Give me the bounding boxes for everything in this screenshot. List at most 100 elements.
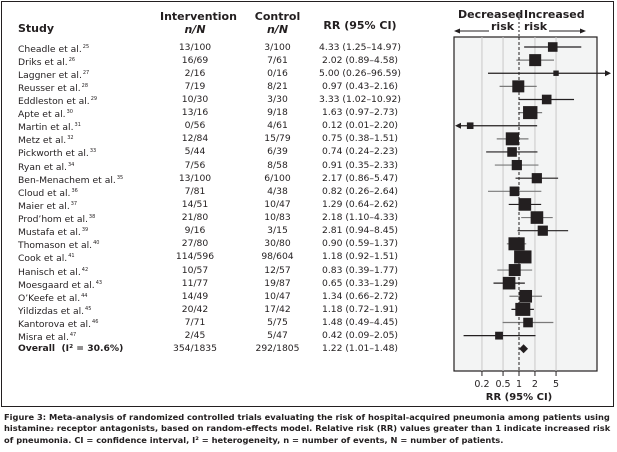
- reference-number: 40: [93, 240, 100, 247]
- control-value: 8/58: [267, 159, 288, 171]
- rr-value: 0.91 (0.35–2.33): [321, 159, 399, 171]
- point-estimate: [518, 198, 532, 211]
- intervention-value: 20/42: [181, 303, 209, 315]
- intervention-value: 7/81: [184, 185, 206, 197]
- intervention-value: 7/56: [184, 159, 206, 171]
- reference-number: 43: [95, 279, 103, 286]
- point-estimate: [512, 80, 525, 93]
- reference-number: 37: [70, 200, 78, 207]
- increased-risk-arrow-icon: [580, 28, 586, 34]
- rr-value: 3.33 (1.02–10.92): [319, 93, 401, 105]
- study-name: Prod’hom et al.38: [18, 214, 96, 226]
- point-estimate: [519, 289, 533, 303]
- rr-value: 4.33 (1.25–14.97): [319, 41, 401, 53]
- header-intervention: Intervention: [160, 10, 237, 23]
- control-value: 5/75: [267, 317, 288, 329]
- study-name: Ben-Menachem et al.35: [18, 174, 124, 186]
- label-risk-right: risk: [524, 20, 548, 33]
- figure-caption: Figure 3: Meta-analysis of randomized co…: [4, 412, 614, 446]
- intervention-value: 13/16: [181, 107, 209, 119]
- study-name: Thomason et al.40: [18, 240, 100, 252]
- point-estimate: [511, 159, 522, 171]
- caption-figure-label: Figure 3:: [4, 412, 47, 422]
- intervention-value: 114/596: [175, 251, 215, 263]
- control-value: 98/604: [261, 251, 294, 263]
- rr-value: 0.97 (0.43–2.16): [321, 80, 399, 92]
- reference-number: 41: [68, 253, 75, 260]
- study-name: O’Keefe et al.44: [18, 292, 88, 304]
- control-value: 3/15: [267, 225, 288, 237]
- overall-i2: (I² = 30.6%): [61, 343, 124, 355]
- intervention-value: 7/71: [184, 317, 206, 329]
- study-name: Metz et al.32: [18, 135, 74, 147]
- intervention-value: 13/100: [178, 172, 212, 184]
- decreased-risk-arrow-icon: [454, 28, 460, 34]
- rr-value: 0.65 (0.33–1.29): [321, 277, 399, 289]
- label-decreased: Decreased: [458, 8, 524, 21]
- intervention-value: 10/57: [181, 264, 209, 276]
- study-name: Misra et al.47: [18, 332, 77, 344]
- study-name: Pickworth et al.33: [18, 148, 97, 160]
- x-tick-label: 5: [553, 379, 559, 390]
- label-increased: Increased: [524, 8, 585, 21]
- reference-number: 30: [66, 109, 73, 116]
- point-estimate: [515, 302, 531, 316]
- point-estimate: [508, 264, 521, 277]
- control-value: 12/57: [264, 264, 291, 276]
- figure-frame: [1, 1, 614, 407]
- overall-control: 292/1805: [255, 343, 300, 355]
- point-estimate: [541, 94, 552, 105]
- study-name: Reusser et al.28: [18, 82, 89, 94]
- x-tick-label: 2: [532, 379, 538, 390]
- point-estimate: [547, 42, 558, 52]
- intervention-value: 27/80: [181, 238, 209, 250]
- point-estimate: [531, 173, 542, 184]
- rr-value: 2.81 (0.94–8.45): [321, 225, 399, 237]
- study-name: Laggner et al.27: [18, 69, 90, 81]
- intervention-value: 13/100: [178, 41, 212, 53]
- point-estimate: [523, 317, 533, 328]
- reference-number: 45: [85, 305, 92, 312]
- overall-diamond: [519, 344, 529, 354]
- rr-value: 1.34 (0.66–2.72): [321, 290, 399, 302]
- intervention-value: 2/45: [184, 330, 206, 342]
- reference-number: 31: [74, 122, 81, 129]
- ci-left-arrow-icon: [455, 122, 461, 129]
- label-risk-left: risk: [491, 20, 515, 33]
- point-estimate: [505, 132, 519, 146]
- rr-value: 5.00 (0.26–96.59): [319, 67, 401, 79]
- intervention-value: 14/51: [181, 198, 209, 210]
- control-value: 19/87: [264, 277, 291, 289]
- intervention-value: 21/80: [181, 212, 209, 224]
- header-study: Study: [18, 22, 55, 35]
- intervention-value: 7/19: [184, 80, 206, 92]
- study-name: Hanisch et al.42: [18, 266, 89, 278]
- reference-number: 47: [69, 332, 77, 339]
- intervention-value: 16/69: [181, 54, 209, 66]
- control-value: 4/61: [267, 120, 288, 132]
- control-value: 6/39: [267, 146, 288, 158]
- control-value: 3/30: [267, 93, 288, 105]
- rr-value: 2.17 (0.86–5.47): [321, 172, 399, 184]
- reference-number: 29: [90, 95, 98, 102]
- intervention-value: 11/77: [181, 277, 209, 289]
- reference-number: 34: [67, 161, 75, 168]
- reference-number: 42: [81, 266, 89, 273]
- study-name: Cloud et al.36: [18, 187, 78, 199]
- overall-label-text: Overall: [18, 343, 56, 355]
- reference-number: 32: [67, 135, 74, 142]
- reference-number: 25: [82, 43, 90, 50]
- rr-value: 0.12 (0.01–2.20): [321, 120, 399, 132]
- study-name: Apte et al.30: [18, 109, 73, 121]
- reference-number: 38: [88, 214, 96, 221]
- control-value: 4/38: [267, 185, 288, 197]
- control-value: 0/16: [267, 67, 288, 79]
- intervention-value: 0/56: [184, 120, 206, 132]
- intervention-value: 2/16: [184, 67, 206, 79]
- point-estimate: [553, 70, 559, 76]
- x-tick-label: 1: [516, 379, 522, 390]
- reference-number: 28: [81, 82, 89, 89]
- control-value: 6/100: [264, 172, 291, 184]
- rr-value: 0.74 (0.24–2.23): [321, 146, 399, 158]
